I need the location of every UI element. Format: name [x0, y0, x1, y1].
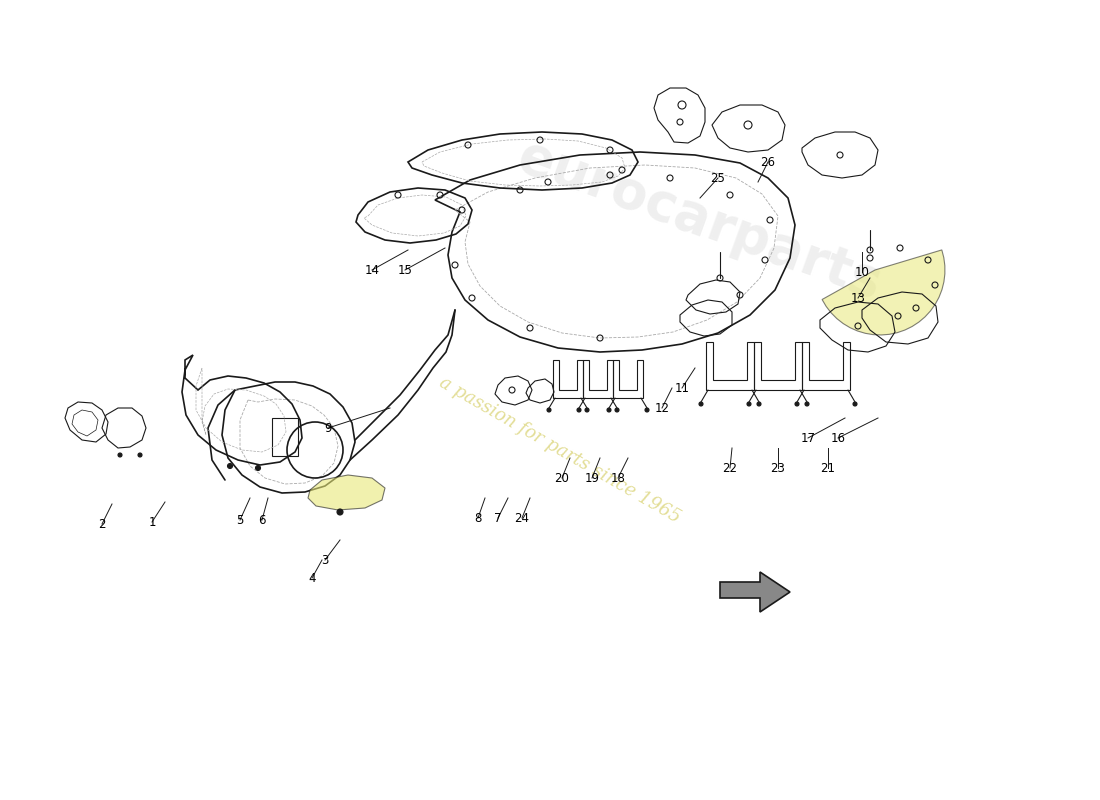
Text: 4: 4: [308, 571, 316, 585]
Polygon shape: [720, 572, 790, 612]
Circle shape: [337, 509, 343, 515]
Text: 6: 6: [258, 514, 266, 526]
Text: 12: 12: [654, 402, 670, 414]
Text: 13: 13: [850, 291, 866, 305]
Text: 16: 16: [830, 431, 846, 445]
Circle shape: [747, 402, 751, 406]
Text: 20: 20: [554, 471, 570, 485]
Text: 17: 17: [801, 431, 815, 445]
Circle shape: [585, 408, 588, 412]
Circle shape: [615, 408, 619, 412]
Text: 14: 14: [364, 263, 380, 277]
Text: 10: 10: [855, 266, 869, 278]
Text: 7: 7: [494, 511, 502, 525]
Circle shape: [138, 453, 142, 457]
Circle shape: [118, 453, 122, 457]
Circle shape: [255, 466, 261, 470]
Text: 19: 19: [584, 471, 600, 485]
Text: 18: 18: [610, 471, 626, 485]
Text: 11: 11: [674, 382, 690, 394]
Circle shape: [578, 408, 581, 412]
Text: 15: 15: [397, 263, 412, 277]
Polygon shape: [822, 250, 945, 335]
Text: 22: 22: [723, 462, 737, 474]
Polygon shape: [308, 475, 385, 510]
Circle shape: [795, 402, 799, 406]
Circle shape: [547, 408, 551, 412]
Circle shape: [607, 408, 610, 412]
Text: a passion for parts since 1965: a passion for parts since 1965: [437, 374, 684, 526]
Text: 5: 5: [236, 514, 244, 526]
Text: 2: 2: [98, 518, 106, 530]
Text: 24: 24: [515, 511, 529, 525]
Text: eurocarparts: eurocarparts: [510, 130, 889, 310]
Circle shape: [698, 402, 703, 406]
Text: 23: 23: [771, 462, 785, 474]
Text: 9: 9: [324, 422, 332, 434]
Text: 8: 8: [474, 511, 482, 525]
Text: 1: 1: [148, 515, 156, 529]
Text: 3: 3: [321, 554, 329, 566]
Circle shape: [852, 402, 857, 406]
Text: 21: 21: [821, 462, 836, 474]
Circle shape: [228, 463, 232, 469]
Circle shape: [757, 402, 761, 406]
Text: 26: 26: [760, 155, 775, 169]
Circle shape: [645, 408, 649, 412]
Circle shape: [805, 402, 808, 406]
Text: 25: 25: [711, 171, 725, 185]
